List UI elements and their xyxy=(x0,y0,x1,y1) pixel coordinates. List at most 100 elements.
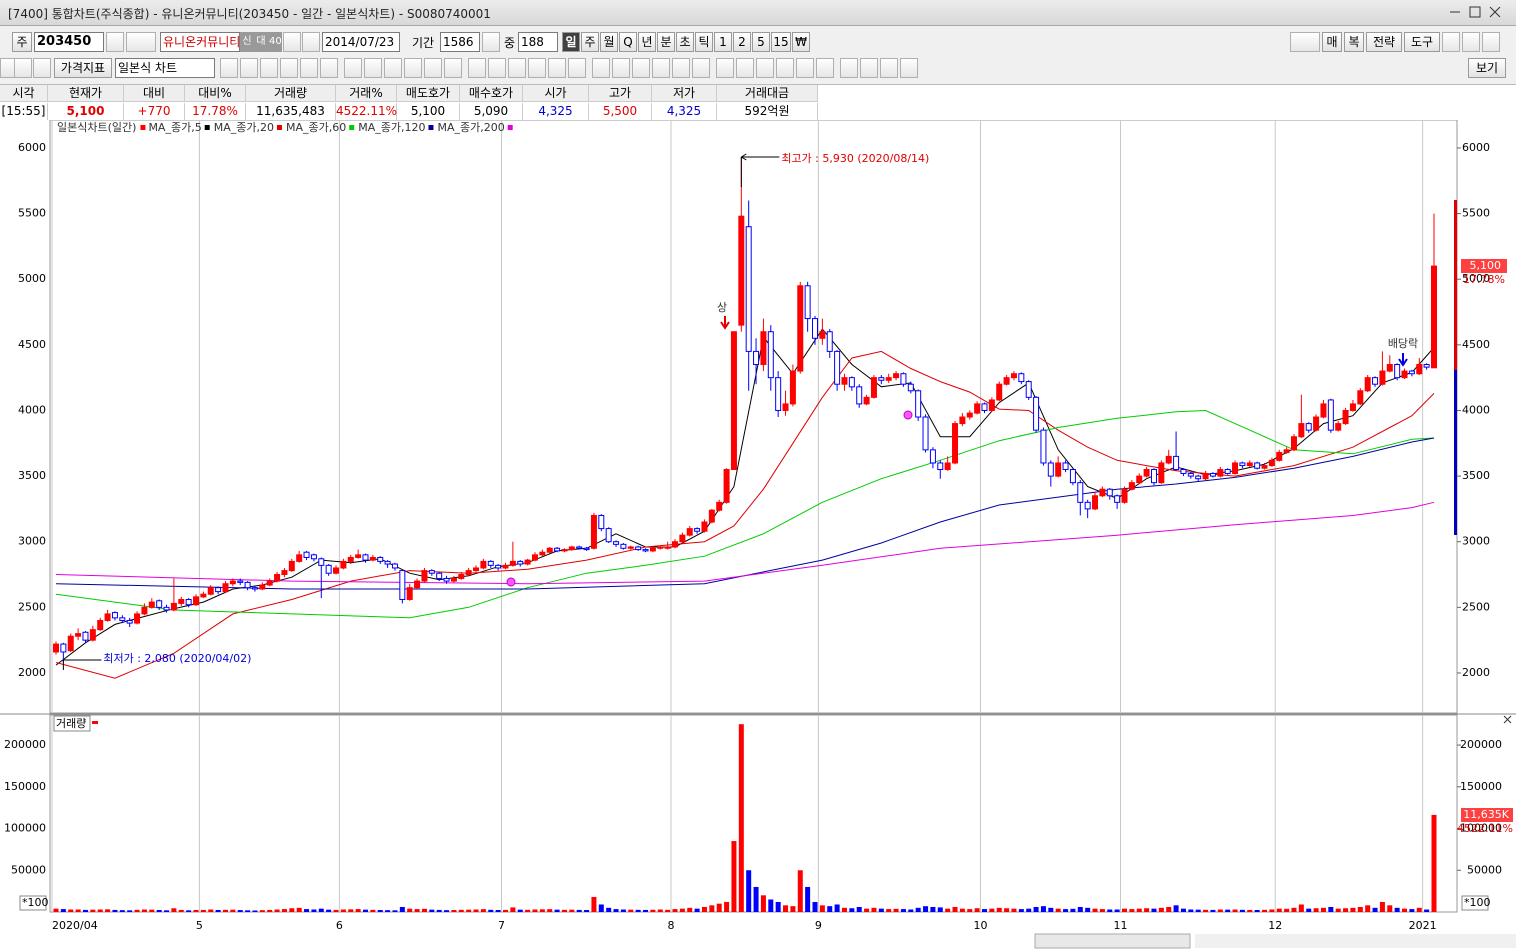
badge[interactable]: 40 xyxy=(268,32,282,52)
date-input[interactable]: 2014/07/23 xyxy=(322,32,400,52)
candle-body xyxy=(1224,469,1231,474)
count-input[interactable]: 188 xyxy=(518,32,558,52)
candle-body xyxy=(1246,462,1253,467)
tool-icon[interactable] xyxy=(776,58,794,78)
tool-icon[interactable] xyxy=(444,58,462,78)
name-input[interactable]: 유니온커뮤니티 xyxy=(160,32,240,52)
tool-icon[interactable] xyxy=(672,58,690,78)
unit-button[interactable]: 초 xyxy=(676,32,694,52)
unit-button[interactable]: ₩ xyxy=(792,32,810,52)
volume-bar xyxy=(1099,909,1105,912)
tool-icon[interactable] xyxy=(344,58,362,78)
volume-bar xyxy=(1077,906,1083,912)
cloud-icon[interactable] xyxy=(1290,32,1320,52)
unit-button[interactable]: 월 xyxy=(600,32,618,52)
volume-bar xyxy=(790,906,796,912)
candle-body xyxy=(1335,423,1342,431)
badge[interactable]: 신 xyxy=(240,32,254,52)
view-button[interactable]: 보기 xyxy=(1468,58,1506,78)
tool-icon[interactable] xyxy=(1442,32,1460,52)
code-input[interactable]: 203450 xyxy=(34,32,104,52)
period-input[interactable]: 1586 xyxy=(440,32,480,52)
unit-button[interactable]: 년 xyxy=(638,32,656,52)
tool-icon[interactable] xyxy=(384,58,402,78)
volume-bar xyxy=(606,907,612,912)
volume-bar xyxy=(480,909,486,912)
unit-button[interactable]: 2 xyxy=(733,32,751,52)
candle-body xyxy=(119,617,126,621)
next-button[interactable] xyxy=(283,32,301,52)
volume-bar xyxy=(908,909,914,912)
prev-button[interactable] xyxy=(302,32,320,52)
window-controls[interactable] xyxy=(1446,4,1506,20)
right-button[interactable]: 전략 xyxy=(1366,32,1402,52)
tool-icon[interactable] xyxy=(404,58,422,78)
tool-icon[interactable] xyxy=(756,58,774,78)
unit-button[interactable]: 일 xyxy=(562,32,580,52)
volume-bar xyxy=(974,908,980,912)
unit-button[interactable]: 분 xyxy=(657,32,675,52)
tool-icon[interactable] xyxy=(528,58,546,78)
indicator-button[interactable]: 가격지표 xyxy=(54,58,112,78)
range-bar xyxy=(1454,200,1457,370)
right-button[interactable]: 매 xyxy=(1322,32,1342,52)
tool-icon[interactable] xyxy=(632,58,650,78)
candle-body xyxy=(915,390,922,418)
candle-body xyxy=(1386,364,1393,372)
expand-icon[interactable] xyxy=(14,58,32,78)
tool-icon[interactable] xyxy=(880,58,898,78)
tool-icon[interactable] xyxy=(1462,32,1480,52)
tool-icon[interactable] xyxy=(716,58,734,78)
tool-icon[interactable] xyxy=(364,58,382,78)
tool-icon[interactable] xyxy=(840,58,858,78)
y-tick-label: 3500 xyxy=(1462,469,1490,482)
tool-icon[interactable] xyxy=(280,58,298,78)
tool-icon[interactable] xyxy=(796,58,814,78)
unit-button[interactable]: 틱 xyxy=(695,32,713,52)
search-icon[interactable] xyxy=(106,32,124,52)
tool-icon[interactable] xyxy=(1482,32,1500,52)
tool-icon[interactable] xyxy=(692,58,710,78)
table-header: 시가 xyxy=(523,85,589,102)
tool-icon[interactable] xyxy=(260,58,278,78)
tool-icon[interactable] xyxy=(548,58,566,78)
candle-body xyxy=(738,215,745,326)
legend-entry: MA_종가,60 xyxy=(286,121,346,134)
tool-icon[interactable] xyxy=(612,58,630,78)
unit-button[interactable]: 주 xyxy=(581,32,599,52)
tool-icon[interactable] xyxy=(488,58,506,78)
tool-icon[interactable] xyxy=(468,58,486,78)
badge[interactable]: 대 xyxy=(254,32,268,52)
candle-body xyxy=(1320,403,1327,418)
tool-icon[interactable] xyxy=(240,58,258,78)
unit-button[interactable]: 15 xyxy=(771,32,791,52)
unit-button[interactable]: Q xyxy=(619,32,637,52)
right-button[interactable]: 도구 xyxy=(1404,32,1440,52)
market-button[interactable]: 주 xyxy=(12,32,32,52)
unit-button[interactable]: 1 xyxy=(714,32,732,52)
tool-icon[interactable] xyxy=(592,58,610,78)
candle-body xyxy=(163,606,170,611)
x-tick-label: 8 xyxy=(667,919,674,932)
tool-icon[interactable] xyxy=(508,58,526,78)
tool-icon[interactable] xyxy=(300,58,318,78)
edit-icon[interactable] xyxy=(33,58,51,78)
tool-icon[interactable] xyxy=(736,58,754,78)
tool-icon[interactable] xyxy=(816,58,834,78)
tool-icon[interactable] xyxy=(860,58,878,78)
tool-icon[interactable] xyxy=(900,58,918,78)
tool-icon[interactable] xyxy=(568,58,586,78)
volume-bar xyxy=(1232,909,1238,912)
candle-body xyxy=(885,377,892,381)
chart-kind-select[interactable]: 일본식 차트 xyxy=(115,58,215,78)
volume-bar xyxy=(989,908,995,912)
volume-bar xyxy=(1269,909,1275,912)
tool-icon[interactable] xyxy=(320,58,338,78)
right-button[interactable]: 복 xyxy=(1344,32,1364,52)
unit-button[interactable]: 5 xyxy=(752,32,770,52)
sort-icon[interactable] xyxy=(126,32,156,52)
tool-icon[interactable] xyxy=(424,58,442,78)
tool-icon[interactable] xyxy=(220,58,238,78)
period-icon[interactable] xyxy=(482,32,500,52)
tool-icon[interactable] xyxy=(652,58,670,78)
